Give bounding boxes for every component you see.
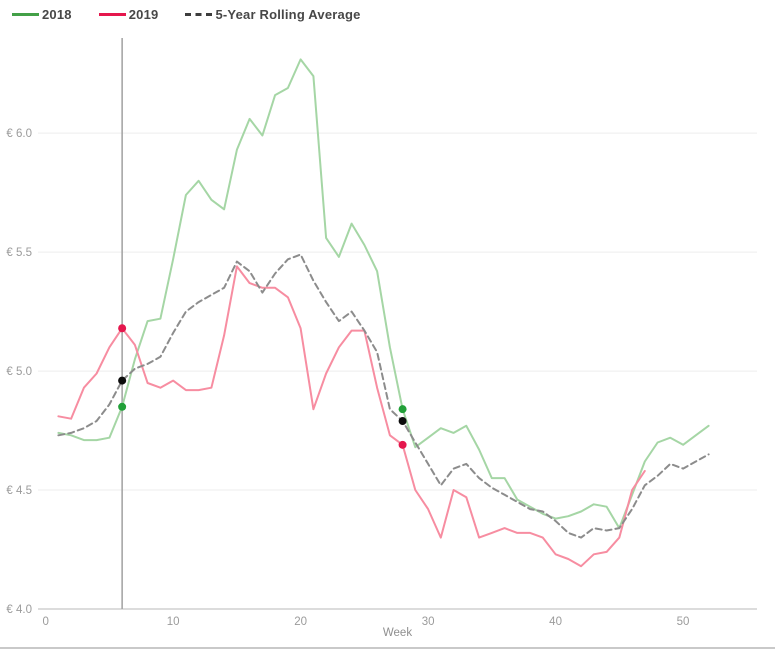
highlight-dot-2018-week-6 bbox=[118, 402, 127, 411]
legend-item-2018[interactable]: 2018 bbox=[12, 7, 72, 22]
legend-label-rolling-average: 5-Year Rolling Average bbox=[215, 7, 361, 22]
x-axis-title: Week bbox=[382, 627, 413, 639]
x-tick-label: 0 bbox=[42, 616, 48, 628]
legend-item-2019[interactable]: 2019 bbox=[98, 7, 159, 22]
series-line-2018 bbox=[57, 58, 710, 530]
chart-legend: 2018 2019 5-Year Rolling Average bbox=[12, 7, 361, 22]
y-tick-label: € 4.0 bbox=[6, 604, 32, 616]
x-tick-label: 50 bbox=[677, 616, 690, 628]
legend-swatch-2019-icon bbox=[98, 13, 126, 16]
highlight-dot-2019-week-6 bbox=[118, 324, 127, 333]
x-tick-label: 20 bbox=[294, 616, 307, 628]
series-line-5-year-rolling-average bbox=[57, 253, 710, 539]
y-tick-label: € 5.0 bbox=[6, 366, 32, 378]
y-tick-label: € 5.5 bbox=[6, 247, 32, 259]
y-tick-label: € 4.5 bbox=[6, 485, 32, 497]
panel-bottom-border bbox=[0, 647, 775, 649]
x-tick-label: 10 bbox=[167, 616, 180, 628]
x-tick-label: 30 bbox=[422, 616, 435, 628]
legend-swatch-2018-icon bbox=[12, 13, 39, 16]
highlight-dot-5-year-rolling-average-week-28 bbox=[398, 417, 407, 426]
legend-label-2018: 2018 bbox=[42, 7, 72, 22]
y-tick-label: € 6.0 bbox=[6, 128, 32, 140]
series-line-2019 bbox=[57, 265, 646, 568]
highlight-dot-2019-week-28 bbox=[398, 440, 407, 449]
legend-swatch-rolling-average-icon bbox=[185, 13, 213, 16]
legend-label-2019: 2019 bbox=[128, 7, 159, 22]
highlight-dot-5-year-rolling-average-week-6 bbox=[118, 376, 127, 385]
legend-item-rolling-average[interactable]: 5-Year Rolling Average bbox=[185, 7, 360, 22]
highlight-dot-2018-week-28 bbox=[398, 405, 407, 414]
x-tick-label: 40 bbox=[549, 616, 562, 628]
